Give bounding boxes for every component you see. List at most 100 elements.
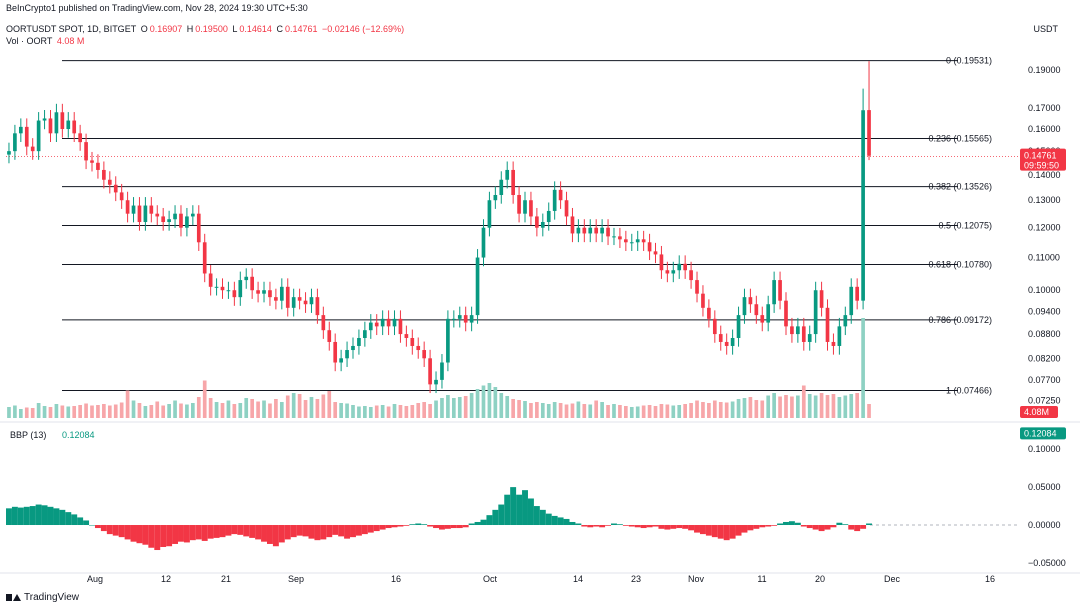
bbp-bar: [593, 525, 600, 527]
candle-body: [274, 297, 278, 301]
bbp-bar: [433, 525, 439, 529]
bbp-bar: [468, 523, 475, 526]
candle-body: [659, 254, 664, 271]
volume-bar: [339, 403, 343, 418]
last-price-badge: [1020, 148, 1066, 171]
candle-body: [256, 290, 260, 294]
volume-bar: [867, 404, 871, 418]
bbp-bar: [391, 525, 398, 528]
volume-bar: [487, 383, 492, 418]
volume-bar: [54, 404, 59, 418]
time-tick-label: 11: [757, 574, 766, 584]
bbp-bar: [17, 507, 24, 526]
bbp-bar: [510, 487, 517, 526]
volume-bar: [72, 406, 77, 418]
candle-body: [469, 315, 474, 323]
candle-body: [416, 345, 421, 351]
candle-body: [801, 326, 806, 342]
bbp-bar: [284, 525, 291, 540]
bbp-bar: [255, 525, 262, 540]
candle-body: [843, 315, 848, 327]
time-tick-label: Dec: [884, 574, 901, 584]
close-value: 0.14761: [284, 24, 318, 34]
volume-bar: [179, 403, 183, 418]
bbp-bar: [367, 525, 374, 533]
bbp-bar: [166, 525, 173, 547]
volume-bar: [718, 402, 723, 418]
price-tick-label: 0.08800: [1028, 329, 1061, 339]
volume-bar: [268, 403, 272, 418]
candle-body: [535, 216, 539, 228]
bbp-bar: [794, 522, 801, 526]
candle-body: [422, 350, 427, 359]
volume-bar: [36, 403, 41, 418]
candle-body: [167, 219, 171, 223]
bbp-bar: [848, 525, 855, 530]
time-tick-label: 14: [573, 574, 583, 584]
candle-body: [546, 210, 551, 223]
candle-body: [196, 213, 201, 243]
bbp-bar: [249, 525, 256, 538]
bbp-bar: [47, 506, 54, 526]
volume-bar: [641, 405, 646, 418]
bbp-bar: [35, 504, 42, 526]
volume-bar: [446, 395, 450, 418]
candle-body: [339, 358, 343, 363]
bbp-bar: [213, 525, 220, 538]
volume-bar: [96, 405, 100, 418]
candle-body: [481, 227, 486, 258]
last-price-label: 0.14761: [1024, 151, 1057, 161]
candle-body: [191, 213, 195, 217]
volume-bar: [481, 385, 486, 418]
candle-body: [457, 315, 462, 319]
candle-body: [232, 290, 237, 298]
volume-bar: [7, 407, 11, 418]
bbp-bar: [231, 525, 238, 535]
price-tick-label: 0.17000: [1028, 103, 1061, 113]
candle-body: [766, 304, 771, 323]
candle-body: [511, 169, 515, 195]
volume-bar: [535, 402, 539, 418]
candle-body: [576, 227, 581, 234]
bbp-bar: [136, 525, 143, 544]
tradingview-brand: TradingView: [24, 592, 80, 603]
ohlc-legend: OORTUSDT SPOT, 1D, BITGET O 0.16907 H 0.19…: [6, 24, 406, 34]
candle-body: [784, 300, 788, 327]
price-tick-label: 0.10000: [1028, 285, 1061, 295]
volume-bar: [612, 404, 616, 418]
bbp-bar: [516, 494, 523, 526]
bbp-bar: [783, 521, 789, 526]
candle-body: [48, 118, 53, 134]
close-label: C: [276, 24, 283, 34]
candle-body: [214, 286, 219, 288]
candle-body: [24, 126, 29, 147]
bbp-bar: [670, 525, 677, 529]
bbp-bar: [711, 525, 718, 538]
bbp-bar: [771, 525, 778, 526]
bbp-bar: [350, 525, 356, 538]
candle-body: [849, 286, 854, 316]
bbp-bar: [154, 525, 161, 551]
bbp-bar: [338, 525, 345, 537]
candle-body: [220, 286, 225, 291]
volume-bar: [291, 393, 296, 418]
volume-bar: [18, 409, 23, 418]
bbp-bar: [480, 519, 487, 526]
volume-bar: [748, 397, 753, 418]
candle-body: [202, 242, 207, 274]
bbp-bar: [77, 517, 84, 526]
volume-bar: [226, 400, 231, 418]
candle-body: [451, 318, 456, 320]
price-tick-label: 0.11000: [1028, 253, 1060, 263]
candle-body: [90, 160, 94, 163]
candle-body: [315, 297, 320, 316]
fib-level-label: 0.236 (0.15565): [928, 133, 992, 143]
candle-body: [179, 213, 183, 228]
bbp-bar: [634, 525, 641, 528]
high-value: 0.19500: [195, 24, 228, 34]
bbp-bar: [646, 525, 653, 528]
bbp-bar: [533, 506, 540, 526]
bbp-bar: [812, 525, 819, 530]
bbp-bar: [142, 525, 149, 545]
